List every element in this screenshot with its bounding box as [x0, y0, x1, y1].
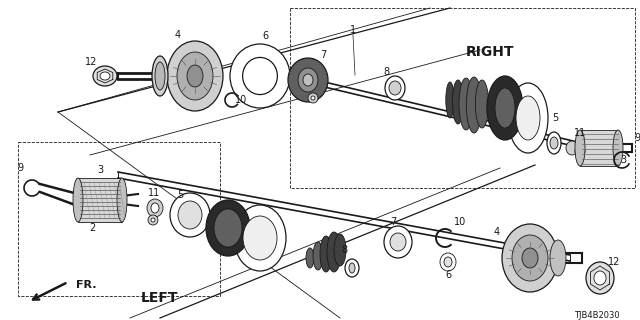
Ellipse shape [243, 58, 277, 95]
Text: 4: 4 [175, 30, 181, 40]
Ellipse shape [508, 83, 548, 153]
Ellipse shape [349, 263, 355, 273]
Ellipse shape [243, 216, 277, 260]
Ellipse shape [502, 224, 558, 292]
Ellipse shape [313, 242, 323, 270]
Text: 5: 5 [552, 113, 558, 123]
Text: 10: 10 [454, 217, 466, 227]
Text: 4: 4 [494, 227, 500, 237]
Ellipse shape [117, 178, 127, 222]
Ellipse shape [444, 257, 452, 267]
Text: TJB4B2030: TJB4B2030 [574, 310, 620, 319]
Ellipse shape [147, 199, 163, 217]
Ellipse shape [495, 88, 515, 128]
Text: 1: 1 [350, 25, 356, 35]
Ellipse shape [566, 141, 578, 155]
Ellipse shape [151, 218, 155, 222]
Text: 8: 8 [383, 67, 389, 77]
Ellipse shape [385, 76, 405, 100]
Text: 8: 8 [342, 245, 348, 255]
Text: 11: 11 [148, 188, 160, 198]
Ellipse shape [334, 234, 346, 266]
Ellipse shape [178, 201, 202, 229]
Text: 11: 11 [574, 128, 586, 138]
Ellipse shape [311, 96, 315, 100]
Ellipse shape [547, 132, 561, 154]
Text: 6: 6 [445, 270, 451, 280]
Ellipse shape [522, 248, 538, 268]
Ellipse shape [487, 76, 523, 140]
Ellipse shape [512, 235, 548, 281]
Text: 7: 7 [390, 217, 396, 227]
Ellipse shape [187, 65, 203, 87]
Text: 12: 12 [84, 57, 97, 67]
Ellipse shape [327, 232, 341, 272]
Ellipse shape [306, 248, 314, 268]
Text: RIGHT: RIGHT [466, 45, 515, 59]
Ellipse shape [308, 93, 318, 103]
Text: 6: 6 [262, 31, 268, 41]
Ellipse shape [516, 96, 540, 140]
Ellipse shape [320, 236, 332, 272]
Ellipse shape [234, 205, 286, 271]
Ellipse shape [155, 62, 165, 90]
Text: 9: 9 [18, 163, 24, 173]
Ellipse shape [389, 81, 401, 95]
Ellipse shape [575, 145, 585, 157]
Ellipse shape [575, 130, 585, 166]
Ellipse shape [206, 200, 250, 256]
Ellipse shape [446, 82, 454, 118]
Text: FR.: FR. [76, 280, 97, 290]
Ellipse shape [303, 74, 313, 86]
Ellipse shape [214, 209, 242, 247]
Ellipse shape [345, 259, 359, 277]
Ellipse shape [594, 271, 606, 285]
Ellipse shape [93, 66, 117, 86]
Ellipse shape [230, 44, 290, 108]
Ellipse shape [151, 203, 159, 213]
Ellipse shape [100, 72, 110, 80]
Ellipse shape [550, 240, 566, 276]
Text: 3: 3 [620, 155, 626, 165]
Ellipse shape [476, 80, 489, 128]
Ellipse shape [298, 68, 318, 92]
Text: LEFT: LEFT [141, 291, 179, 305]
Ellipse shape [384, 226, 412, 258]
Ellipse shape [73, 178, 83, 222]
Ellipse shape [459, 78, 473, 130]
Text: 9: 9 [634, 133, 640, 143]
Text: 3: 3 [97, 165, 103, 175]
Ellipse shape [170, 193, 210, 237]
Ellipse shape [177, 52, 213, 100]
Text: 7: 7 [320, 50, 326, 60]
Ellipse shape [288, 58, 328, 102]
Ellipse shape [167, 41, 223, 111]
Ellipse shape [467, 77, 482, 133]
Ellipse shape [152, 56, 168, 96]
Text: 12: 12 [608, 257, 620, 267]
Ellipse shape [148, 215, 158, 225]
Text: 10: 10 [235, 95, 247, 105]
Text: 5: 5 [177, 190, 183, 200]
Bar [580, 130, 618, 166]
Bar [78, 178, 122, 222]
Ellipse shape [613, 130, 623, 166]
Text: 2: 2 [89, 223, 95, 233]
Ellipse shape [452, 80, 463, 124]
Ellipse shape [390, 233, 406, 251]
Ellipse shape [586, 262, 614, 294]
Ellipse shape [550, 137, 558, 149]
Ellipse shape [440, 253, 456, 271]
